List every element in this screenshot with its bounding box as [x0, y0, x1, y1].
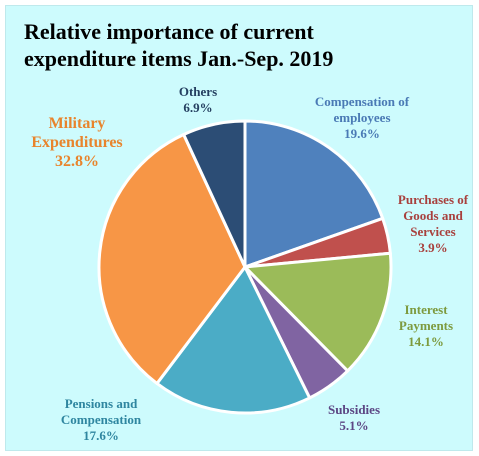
pie-slice-military-expenditures — [97, 133, 247, 385]
slice-name: Military — [49, 115, 106, 132]
slice-name: Payments — [399, 318, 453, 333]
slice-name: Services — [410, 224, 455, 239]
slice-value: 17.6% — [83, 428, 119, 443]
slice-name: Goods and — [403, 208, 463, 223]
slice-value: 19.6% — [344, 126, 380, 141]
data-label-others: Others 6.9% — [179, 84, 217, 115]
slice-name: Interest — [404, 302, 448, 317]
slice-value: 5.1% — [339, 418, 368, 433]
slice-name: Pensions and — [65, 396, 138, 411]
slice-value: 3.9% — [418, 240, 447, 255]
slice-value: 6.9% — [183, 100, 212, 115]
slice-value: 32.8% — [55, 153, 99, 170]
slice-name: Subsidies — [328, 402, 380, 417]
pie-slice-others — [182, 119, 247, 269]
slice-name: Expenditures — [31, 134, 122, 151]
data-label-military-expenditures: Military Expenditures 32.8% — [31, 115, 122, 170]
chart-title: Relative importance of current expenditu… — [24, 19, 334, 71]
data-label-interest-payments: Interest Payments 14.1% — [399, 302, 453, 349]
slice-name: Compensation of — [315, 94, 410, 109]
slice-name: Compensation — [61, 412, 142, 427]
slice-name: Others — [179, 84, 217, 99]
data-label-compensation-of-employees: Compensation of employees 19.6% — [315, 94, 410, 141]
slice-name: employees — [333, 110, 390, 125]
pie-slice-interest-payments — [243, 251, 393, 373]
data-label-subsidies: Subsidies 5.1% — [328, 402, 380, 433]
slice-name: Purchases of — [398, 192, 469, 207]
slice-value: 14.1% — [408, 334, 444, 349]
data-label-purchases-of-goods-and-services: Purchases of Goods and Services 3.9% — [398, 192, 469, 255]
pie-slice-pensions-and-compensation — [155, 265, 312, 415]
data-label-pensions-and-compensation: Pensions and Compensation 17.6% — [61, 396, 142, 443]
